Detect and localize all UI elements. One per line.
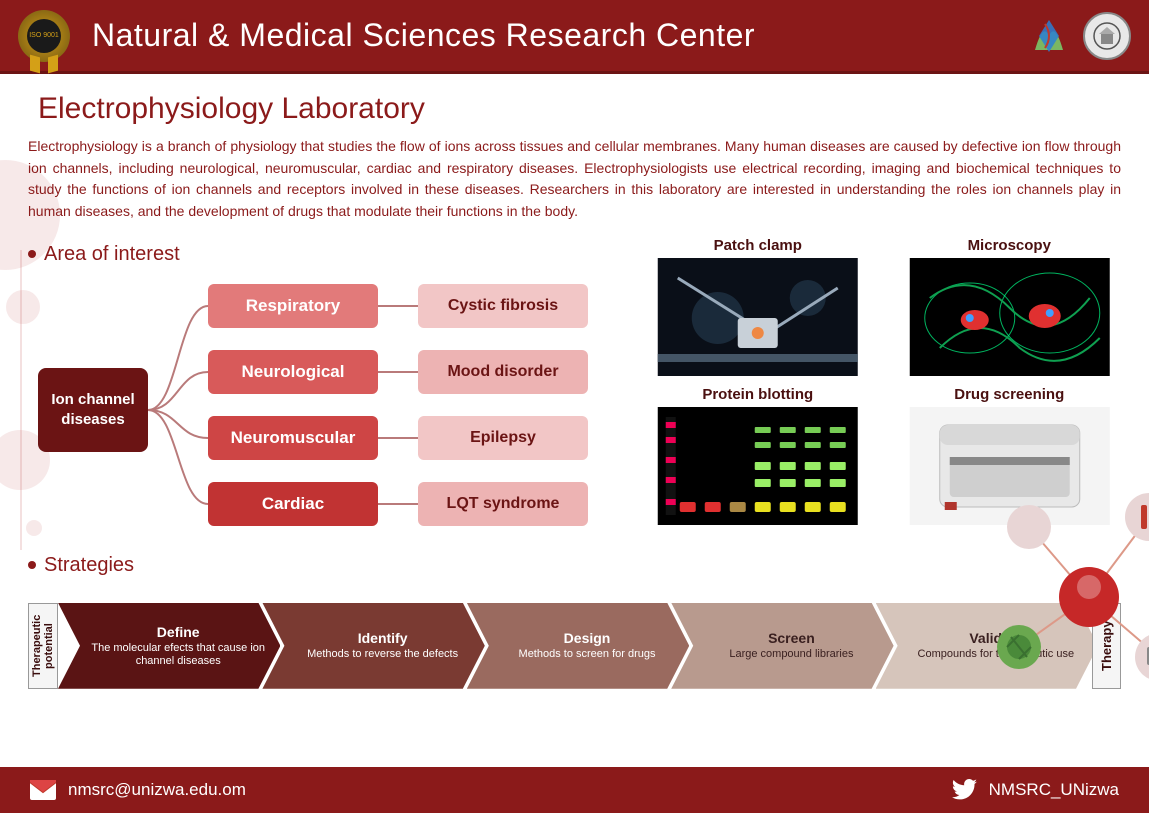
tree-branch-node: Neurological	[208, 350, 378, 394]
technique-image	[898, 407, 1122, 525]
strategies-right-label: Therapy	[1092, 603, 1121, 689]
tree-branch-node: Cardiac	[208, 482, 378, 526]
footer-email: nmsrc@unizwa.edu.om	[68, 780, 246, 800]
technique-label: Patch clamp	[646, 237, 870, 254]
tree-leaf-node: LQT syndrome	[418, 482, 588, 526]
strategy-step: Validate Compounds for the rapeutic use	[876, 603, 1098, 689]
strategy-step-title: Define	[157, 624, 200, 640]
strategy-step-title: Identify	[358, 630, 408, 646]
strategies-heading: Strategies	[28, 554, 628, 577]
iso-badge: ISO 9001	[18, 10, 70, 62]
nmsrc-leaf-logo	[1025, 12, 1073, 60]
strategy-step-title: Design	[564, 630, 611, 646]
strategy-step: Define The molecular efects that cause io…	[58, 603, 280, 689]
email-icon	[30, 780, 56, 800]
area-of-interest-heading: Area of interest	[28, 243, 628, 266]
strategy-step-desc: Methods to reverse the defects	[307, 648, 458, 661]
technique-item: Drug screening	[898, 386, 1122, 525]
technique-image	[646, 407, 870, 525]
tree-leaf-node: Mood disorder	[418, 350, 588, 394]
header-bar: ISO 9001 Natural & Medical Sciences Rese…	[0, 0, 1149, 74]
strategy-step: Screen Large compound libraries	[671, 603, 893, 689]
strategy-step-title: Screen	[768, 630, 815, 646]
tree-branch-node: Respiratory	[208, 284, 378, 328]
technique-image	[898, 258, 1122, 376]
strategy-step: Design Methods to screen for drugs	[467, 603, 689, 689]
strategies-chevron-row: Therapeutic potential Define The molecular…	[28, 603, 1121, 689]
tree-leaf-node: Epilepsy	[418, 416, 588, 460]
strategy-step-title: Validate	[969, 630, 1022, 646]
strategy-step-desc: Large compound libraries	[729, 648, 853, 661]
strategy-step-desc: The molecular efects that cause ion chan…	[86, 642, 270, 668]
technique-image	[646, 258, 870, 376]
strategy-step-desc: Methods to screen for drugs	[519, 648, 656, 661]
disease-tree-diagram: Ion channel diseases Respiratory Cystic f…	[38, 278, 628, 538]
page-title: Electrophysiology Laboratory	[38, 92, 1121, 126]
university-seal-logo	[1083, 12, 1131, 60]
technique-label: Protein blotting	[646, 386, 870, 403]
strategy-step-desc: Compounds for the rapeutic use	[918, 648, 1075, 661]
techniques-grid: Patch clamp Microscopy Protein blotting Dru…	[646, 237, 1121, 525]
header-title: Natural & Medical Sciences Research Cent…	[92, 17, 755, 54]
technique-label: Drug screening	[898, 386, 1122, 403]
strategies-left-label: Therapeutic potential	[28, 603, 58, 689]
technique-item: Protein blotting	[646, 386, 870, 525]
tree-leaf-node: Cystic fibrosis	[418, 284, 588, 328]
area-of-interest-label: Area of interest	[44, 243, 180, 265]
twitter-icon	[951, 779, 977, 801]
strategies-label: Strategies	[44, 554, 134, 576]
technique-item: Microscopy	[898, 237, 1122, 376]
header-logos	[1025, 12, 1131, 60]
iso-badge-text: ISO 9001	[27, 19, 61, 53]
technique-item: Patch clamp	[646, 237, 870, 376]
intro-paragraph: Electrophysiology is a branch of physiol…	[28, 136, 1121, 223]
technique-label: Microscopy	[898, 237, 1122, 254]
footer-bar: nmsrc@unizwa.edu.om NMSRC_UNizwa	[0, 767, 1149, 813]
tree-root-node: Ion channel diseases	[38, 368, 148, 452]
footer-twitter: NMSRC_UNizwa	[989, 780, 1119, 800]
tree-branch-node: Neuromuscular	[208, 416, 378, 460]
strategy-step: Identify Methods to reverse the defects	[262, 603, 484, 689]
